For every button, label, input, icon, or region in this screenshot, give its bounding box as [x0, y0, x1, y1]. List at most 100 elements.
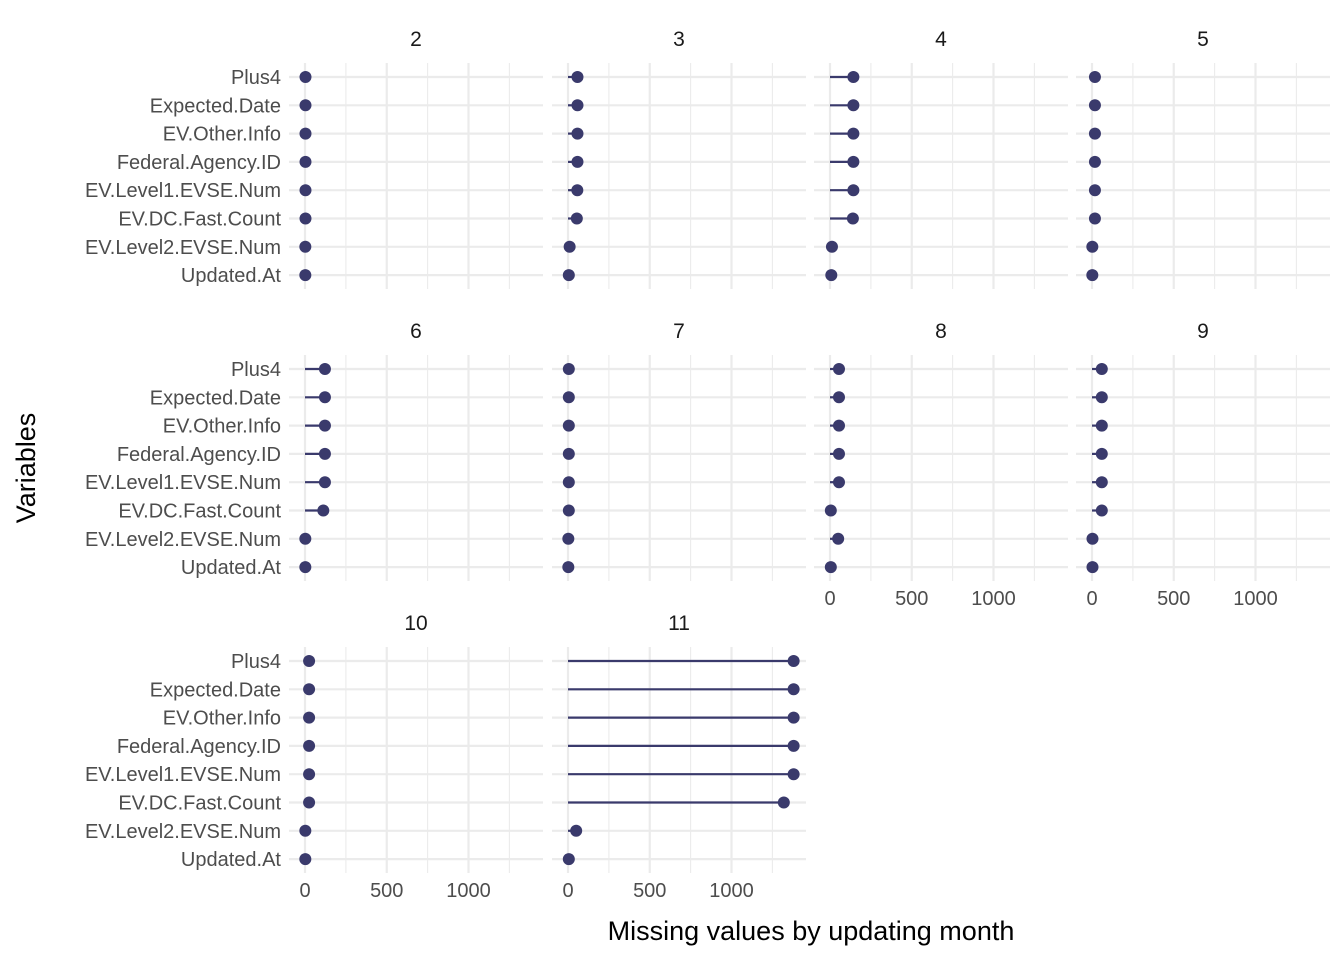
facet-strip-label: 3 [673, 28, 685, 51]
y-tick-label: EV.Level2.EVSE.Num [85, 529, 281, 551]
x-axis-title: Missing values by updating month [608, 916, 1015, 946]
lollipop-point [303, 655, 316, 667]
facet-strip-label: 4 [935, 28, 947, 51]
lollipop-point [571, 155, 584, 168]
lollipop-point [570, 824, 583, 837]
lollipop-point [1095, 447, 1108, 460]
y-tick-label: Plus4 [231, 359, 281, 381]
lollipop-point [571, 127, 584, 140]
lollipop-point [787, 711, 800, 724]
lollipop-point [777, 796, 790, 809]
lollipop-point [317, 504, 330, 517]
facet-panel-7: 7 [552, 320, 806, 581]
lollipop-point [318, 447, 331, 460]
lollipop-point [1088, 184, 1101, 197]
lollipop-point [1088, 71, 1101, 83]
y-tick-label: EV.Other.Info [163, 124, 281, 146]
y-tick-label: Federal.Agency.ID [117, 152, 281, 174]
lollipop-point [318, 391, 331, 404]
facet-panel-4: 4 [814, 28, 1068, 289]
lollipop-point [846, 212, 859, 225]
lollipop-point [303, 711, 316, 724]
facet-strip-label: 6 [410, 320, 422, 343]
facet-panel-3: 3 [552, 28, 806, 289]
lollipop-point [562, 476, 575, 489]
lollipop-point [1086, 561, 1099, 574]
x-tick-label: 0 [562, 880, 573, 902]
y-tick-label: EV.Level2.EVSE.Num [85, 821, 281, 843]
lollipop-point [562, 504, 575, 517]
x-tick-label: 1000 [971, 588, 1016, 610]
lollipop-point [571, 184, 584, 197]
facet-strip-label: 8 [935, 320, 947, 343]
lollipop-point [1088, 127, 1101, 140]
lollipop-point [787, 768, 800, 781]
lollipop-point [562, 532, 575, 545]
y-tick-label: Expected.Date [150, 387, 281, 409]
lollipop-point [303, 796, 316, 809]
lollipop-point [824, 504, 837, 517]
x-tick-label: 1000 [1233, 588, 1278, 610]
y-axis-title: Variables [11, 413, 41, 524]
lollipop-point [299, 853, 312, 866]
y-tick-label: EV.DC.Fast.Count [118, 793, 281, 815]
lollipop-point [1086, 240, 1099, 253]
y-tick-label: Expected.Date [150, 679, 281, 701]
x-tick-label: 500 [370, 880, 403, 902]
lollipop-point [562, 853, 575, 866]
facet-strip-label: 7 [673, 320, 685, 343]
facet-strip-label: 5 [1197, 28, 1209, 51]
lollipop-point [299, 561, 312, 574]
lollipop-point [299, 71, 312, 83]
lollipop-point [318, 476, 331, 489]
lollipop-point [299, 824, 312, 837]
y-tick-label: Plus4 [231, 67, 281, 89]
lollipop-point [832, 391, 845, 404]
lollipop-point [299, 127, 312, 140]
x-tick-label: 1000 [446, 880, 491, 902]
lollipop-point [1095, 363, 1108, 375]
lollipop-point [1095, 419, 1108, 432]
lollipop-point [832, 447, 845, 460]
x-tick-label: 500 [895, 588, 928, 610]
facet-strip-label: 10 [404, 612, 427, 635]
y-tick-label: EV.Other.Info [163, 416, 281, 438]
lollipop-point [847, 127, 860, 140]
lollipop-point [1095, 476, 1108, 489]
y-tick-label: EV.DC.Fast.Count [118, 209, 281, 231]
lollipop-point [318, 363, 331, 375]
lollipop-point [787, 739, 800, 752]
x-tick-label: 0 [824, 588, 835, 610]
facet-panel-2: 2 Plus4 Expected.Date EV.Other.Info Federal.… [85, 28, 543, 289]
facet-strip-label: 11 [668, 612, 690, 635]
lollipop-point [299, 532, 312, 545]
lollipop-point [832, 363, 845, 375]
x-tick-label: 0 [1086, 588, 1097, 610]
y-tick-label: EV.DC.Fast.Count [118, 501, 281, 523]
lollipop-point [562, 269, 575, 282]
lollipop-point [824, 561, 837, 574]
lollipop-point [1095, 504, 1108, 517]
facet-panel-5: 5 [1076, 28, 1330, 289]
facet-panel-9: 9 0 500 1000 [1076, 320, 1330, 610]
y-tick-label: EV.Level2.EVSE.Num [85, 237, 281, 259]
lollipop-point [563, 240, 576, 253]
lollipop-point [1086, 532, 1099, 545]
lollipop-point [562, 561, 575, 574]
lollipop-point [787, 683, 800, 696]
facet-strip-label: 9 [1197, 320, 1209, 343]
y-tick-label: Plus4 [231, 651, 281, 673]
facet-strip-label: 2 [410, 28, 422, 51]
lollipop-point [825, 269, 838, 282]
y-tick-label: EV.Level1.EVSE.Num [85, 180, 281, 202]
lollipop-point [562, 363, 575, 375]
facet-panels: 2 Plus4 Expected.Date EV.Other.Info Federal.… [85, 28, 1330, 902]
lollipop-point [571, 99, 584, 112]
lollipop-point [571, 71, 584, 83]
y-tick-label: Expected.Date [150, 95, 281, 117]
lollipop-point [847, 71, 860, 83]
facet-panel-10: 10 Plus4 Expected.Date EV.Other.Info Federal… [85, 612, 543, 902]
lollipop-point [562, 447, 575, 460]
lollipop-point [299, 269, 312, 282]
